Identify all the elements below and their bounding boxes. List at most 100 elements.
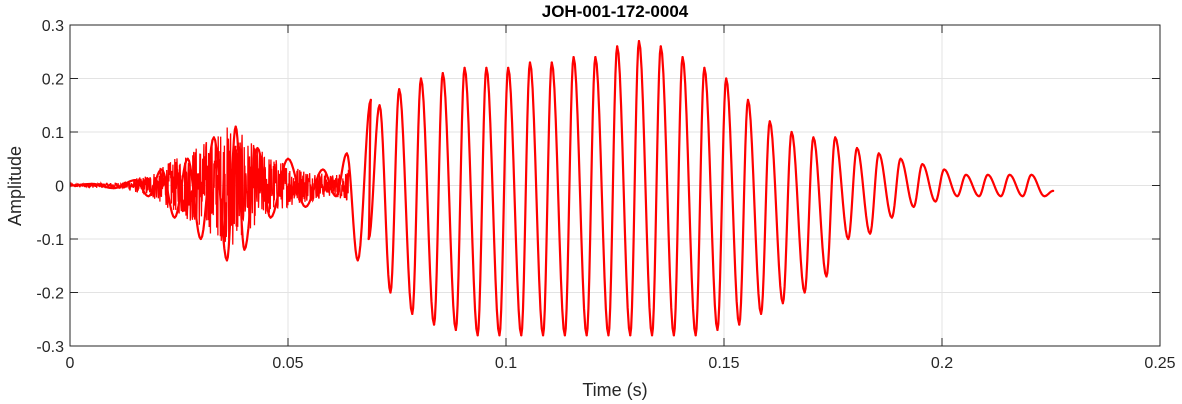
waveform-point: [186, 157, 189, 160]
waveform-point: [825, 275, 828, 278]
y-tick-label: 0.3: [42, 18, 64, 35]
waveform-point: [485, 66, 488, 69]
waveform-point: [738, 323, 741, 326]
waveform-point: [986, 173, 989, 176]
waveform-point: [847, 237, 850, 241]
waveform-point: [899, 157, 902, 160]
waveform-point: [286, 157, 290, 160]
waveform-point: [803, 291, 806, 294]
waveform-point: [389, 291, 392, 294]
waveform-point: [463, 66, 466, 69]
x-tick-label: 0.1: [495, 355, 517, 372]
waveform-point: [550, 61, 553, 64]
waveform-point: [234, 125, 237, 128]
x-tick-label: 0.2: [931, 355, 953, 372]
waveform-point: [1043, 195, 1046, 198]
y-tick-label: 0.2: [42, 72, 64, 89]
chart-title: JOH-001-172-0004: [542, 2, 689, 21]
y-tick-label: -0.2: [36, 286, 64, 303]
y-tick-label: 0.1: [42, 125, 64, 142]
waveform-point: [572, 56, 575, 59]
waveform-point: [650, 334, 654, 337]
waveform-point: [594, 56, 597, 59]
waveform-point: [520, 334, 523, 337]
waveform-point: [541, 334, 545, 337]
y-tick-label: -0.1: [36, 232, 64, 249]
waveform-point: [498, 334, 501, 337]
waveform-point: [607, 334, 610, 337]
waveform-point: [703, 66, 706, 69]
x-tick-label: 0: [66, 355, 75, 372]
waveform-point: [585, 334, 588, 337]
waveform-point: [977, 195, 981, 198]
waveform-point: [160, 168, 163, 171]
waveform-point: [616, 45, 619, 48]
waveform-point: [173, 216, 176, 219]
waveform-point: [672, 334, 675, 337]
waveform-point: [269, 216, 272, 219]
x-tick-label: 0.15: [708, 355, 739, 372]
waveform-point: [112, 187, 115, 190]
waveform-point: [812, 136, 815, 139]
waveform-point: [419, 77, 423, 80]
waveform-point: [943, 168, 946, 171]
waveform-point: [716, 328, 719, 332]
y-tick-label: 0: [55, 179, 64, 196]
waveform-point: [134, 179, 137, 182]
waveform-point: [781, 302, 784, 305]
x-axis-ticks: 0 0.05 0.1 0.15 0.2 0.25: [66, 25, 1176, 372]
waveform-point: [1030, 173, 1033, 176]
waveform-point: [432, 323, 436, 326]
waveform-point: [304, 205, 307, 208]
waveform-line: [70, 39, 1054, 337]
waveform-point: [694, 334, 697, 337]
series-group: [70, 39, 1055, 337]
y-tick-label: -0.3: [36, 339, 64, 356]
noise-segment-line: [70, 127, 350, 245]
waveform-point: [411, 312, 414, 315]
waveform-point: [1021, 195, 1024, 198]
waveform-point: [890, 216, 893, 219]
waveform-point: [212, 136, 215, 139]
waveform-point: [629, 334, 632, 337]
waveform-point: [1008, 173, 1011, 176]
waveform-point: [681, 56, 684, 59]
waveform-point: [563, 334, 566, 337]
waveform-point: [398, 88, 401, 91]
waveform-point: [725, 77, 728, 80]
x-tick-label: 0.25: [1144, 355, 1175, 372]
waveform-point: [964, 173, 968, 176]
waveform-point: [507, 66, 510, 69]
waveform-point: [1052, 189, 1055, 192]
waveform-point: [199, 237, 202, 241]
y-axis-ticks: -0.3 -0.2 -0.1 0 0.1 0.2 0.3: [36, 18, 1160, 356]
waveform-point: [855, 146, 859, 150]
waveform-point: [768, 120, 771, 123]
waveform-point: [834, 136, 837, 139]
waveform-point: [956, 195, 959, 198]
waveform-point: [454, 328, 457, 332]
waveform-point: [759, 312, 763, 315]
waveform-point: [746, 98, 750, 101]
waveform-point: [659, 45, 662, 48]
y-axis-label: Amplitude: [5, 146, 25, 226]
waveform-point: [356, 259, 359, 262]
x-axis-label: Time (s): [582, 380, 647, 400]
waveform-point: [877, 152, 880, 155]
waveform-point: [637, 39, 641, 43]
x-tick-label: 0.05: [272, 355, 303, 372]
waveform-point: [441, 72, 444, 75]
waveform-point: [378, 104, 381, 107]
waveform-point: [225, 259, 229, 262]
waveform-point: [147, 195, 150, 198]
waveform-point: [528, 61, 532, 64]
waveform-point: [321, 168, 324, 171]
waveform-point: [934, 200, 937, 203]
waveform-point: [369, 98, 372, 101]
waveform-point: [868, 232, 872, 235]
axes-box: [69, 24, 1161, 347]
waveform-point: [243, 248, 246, 251]
waveform-point: [912, 205, 915, 208]
waveform-point: [790, 130, 793, 134]
